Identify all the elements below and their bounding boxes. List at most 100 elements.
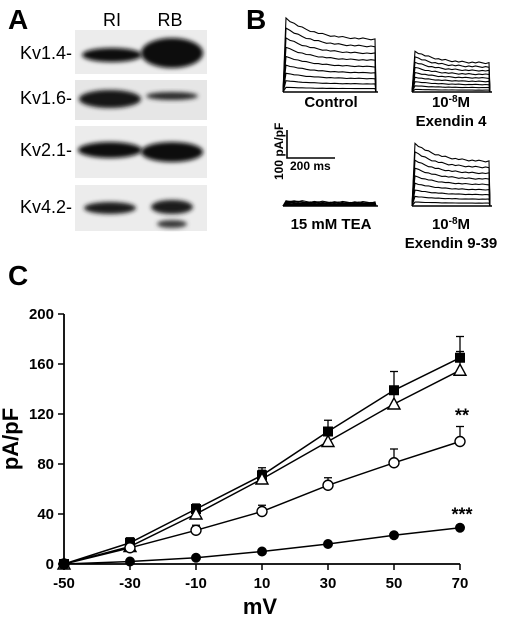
current-sweep [282, 64, 377, 93]
panel-b-letter: B [246, 4, 267, 35]
current-sweep [282, 201, 377, 207]
data-point [188, 506, 204, 520]
data-point [322, 479, 334, 491]
current-sweep [411, 151, 491, 207]
trace-exendin-4 [411, 50, 492, 93]
scale-bar: 100 pA/pF 200 ms [272, 123, 335, 180]
data-point [191, 552, 201, 563]
current-sweep [411, 76, 491, 93]
data-point [323, 539, 333, 549]
current-sweep [411, 56, 491, 93]
x-tick-label: 70 [452, 575, 469, 592]
trace-exendin-9-39 [411, 142, 492, 207]
data-point [389, 530, 399, 541]
y-tick-label: 80 [37, 456, 54, 473]
trace-label-exendin4: Exendin 4 [416, 113, 488, 130]
trace-label-exendin939: Exendin 9-39 [405, 235, 498, 252]
current-sweep [411, 50, 491, 93]
series-filled-circle [59, 522, 465, 569]
data-point [320, 434, 336, 448]
current-sweep [411, 61, 491, 93]
data-point [190, 524, 202, 536]
panel-c-chart: -50 -30 -10 10 30 50 70 0 40 80 120 160 200 mV pA/p… [0, 306, 473, 619]
current-sweep [411, 66, 491, 93]
current-sweep [282, 72, 377, 93]
y-tick-label: 200 [29, 306, 54, 323]
current-sweep [282, 55, 377, 93]
blot-kv42: Kv4.2- [20, 185, 207, 231]
series-line [63, 527, 461, 565]
blot-kv21: Kv2.1- [20, 126, 207, 178]
panel-a-letter: A [8, 4, 29, 35]
blot-label-kv14: Kv1.4- [20, 43, 72, 63]
data-point [125, 556, 135, 567]
trace-label-tea: 15 mM TEA [291, 216, 372, 233]
current-sweep [411, 167, 491, 207]
y-axis-ticks: 0 40 80 120 160 200 [29, 306, 64, 573]
x-tick-label: -10 [185, 575, 207, 592]
x-tick-label: 30 [320, 575, 337, 592]
current-sweep [411, 159, 491, 207]
x-tick-label: -30 [119, 575, 141, 592]
blot-kv16: Kv1.6- [20, 80, 207, 120]
x-tick-label: 50 [386, 575, 403, 592]
current-sweep [411, 142, 491, 207]
data-point [254, 471, 270, 485]
series-open-triangle [56, 350, 468, 570]
lane-label-rb: RB [157, 10, 182, 30]
series-layer [56, 335, 468, 570]
x-axis-ticks: -50 -30 -10 10 30 50 70 [53, 564, 468, 592]
trace-label-control: Control [304, 94, 357, 111]
blot-label-kv21: Kv2.1- [20, 140, 72, 160]
current-sweep [282, 80, 377, 93]
significance-marker: ** [455, 406, 469, 426]
y-tick-label: 0 [46, 556, 54, 573]
y-axis-label: pA/pF [0, 408, 23, 470]
current-sweep [282, 86, 377, 93]
data-point [388, 457, 400, 469]
x-tick-label: 10 [254, 575, 271, 592]
current-sweep [282, 36, 377, 93]
trace-label-exendin4-conc: 10-8M [432, 94, 470, 112]
y-tick-label: 120 [29, 406, 54, 423]
data-point [452, 362, 468, 376]
panel-a-blots: RI RB Kv1.4- Kv1.6- Kv2.1- Kv4.2- [20, 10, 207, 231]
data-point [59, 559, 69, 569]
data-point [454, 435, 466, 448]
current-sweep [282, 16, 377, 93]
current-sweep [411, 71, 491, 93]
current-sweep [282, 46, 377, 93]
trace-tea [282, 200, 378, 207]
blot-kv14: Kv1.4- [20, 30, 207, 74]
current-sweep [282, 27, 377, 93]
current-sweep [411, 85, 491, 93]
data-point [124, 542, 136, 554]
current-sweep [411, 175, 491, 207]
panel-c-letter: C [8, 260, 29, 291]
panel-b-traces: Control 10-8M Exendin 4 15 mM TEA 10-8M … [272, 16, 498, 252]
trace-control [282, 16, 378, 93]
current-sweep [411, 88, 491, 93]
significance-marker: *** [451, 504, 472, 524]
current-sweep [411, 195, 491, 207]
trace-label-exendin939-conc: 10-8M [432, 216, 470, 234]
lane-label-ri: RI [103, 10, 121, 30]
annotation-layer: ***** [451, 406, 472, 525]
blot-label-kv42: Kv4.2- [20, 197, 72, 217]
scale-bar-x-label: 200 ms [290, 159, 331, 173]
y-tick-label: 160 [29, 356, 54, 373]
current-sweep [411, 189, 491, 207]
blot-label-kv16: Kv1.6- [20, 88, 72, 108]
data-point [386, 396, 402, 410]
current-sweep [282, 204, 377, 207]
scale-bar-y-label: 100 pA/pF [272, 123, 286, 180]
current-sweep [411, 201, 491, 207]
data-point [256, 505, 268, 518]
current-sweep [411, 182, 491, 207]
data-point [257, 546, 267, 557]
current-sweep [282, 200, 377, 207]
data-point [455, 522, 465, 533]
y-tick-label: 40 [37, 506, 54, 523]
current-sweep [411, 81, 491, 93]
